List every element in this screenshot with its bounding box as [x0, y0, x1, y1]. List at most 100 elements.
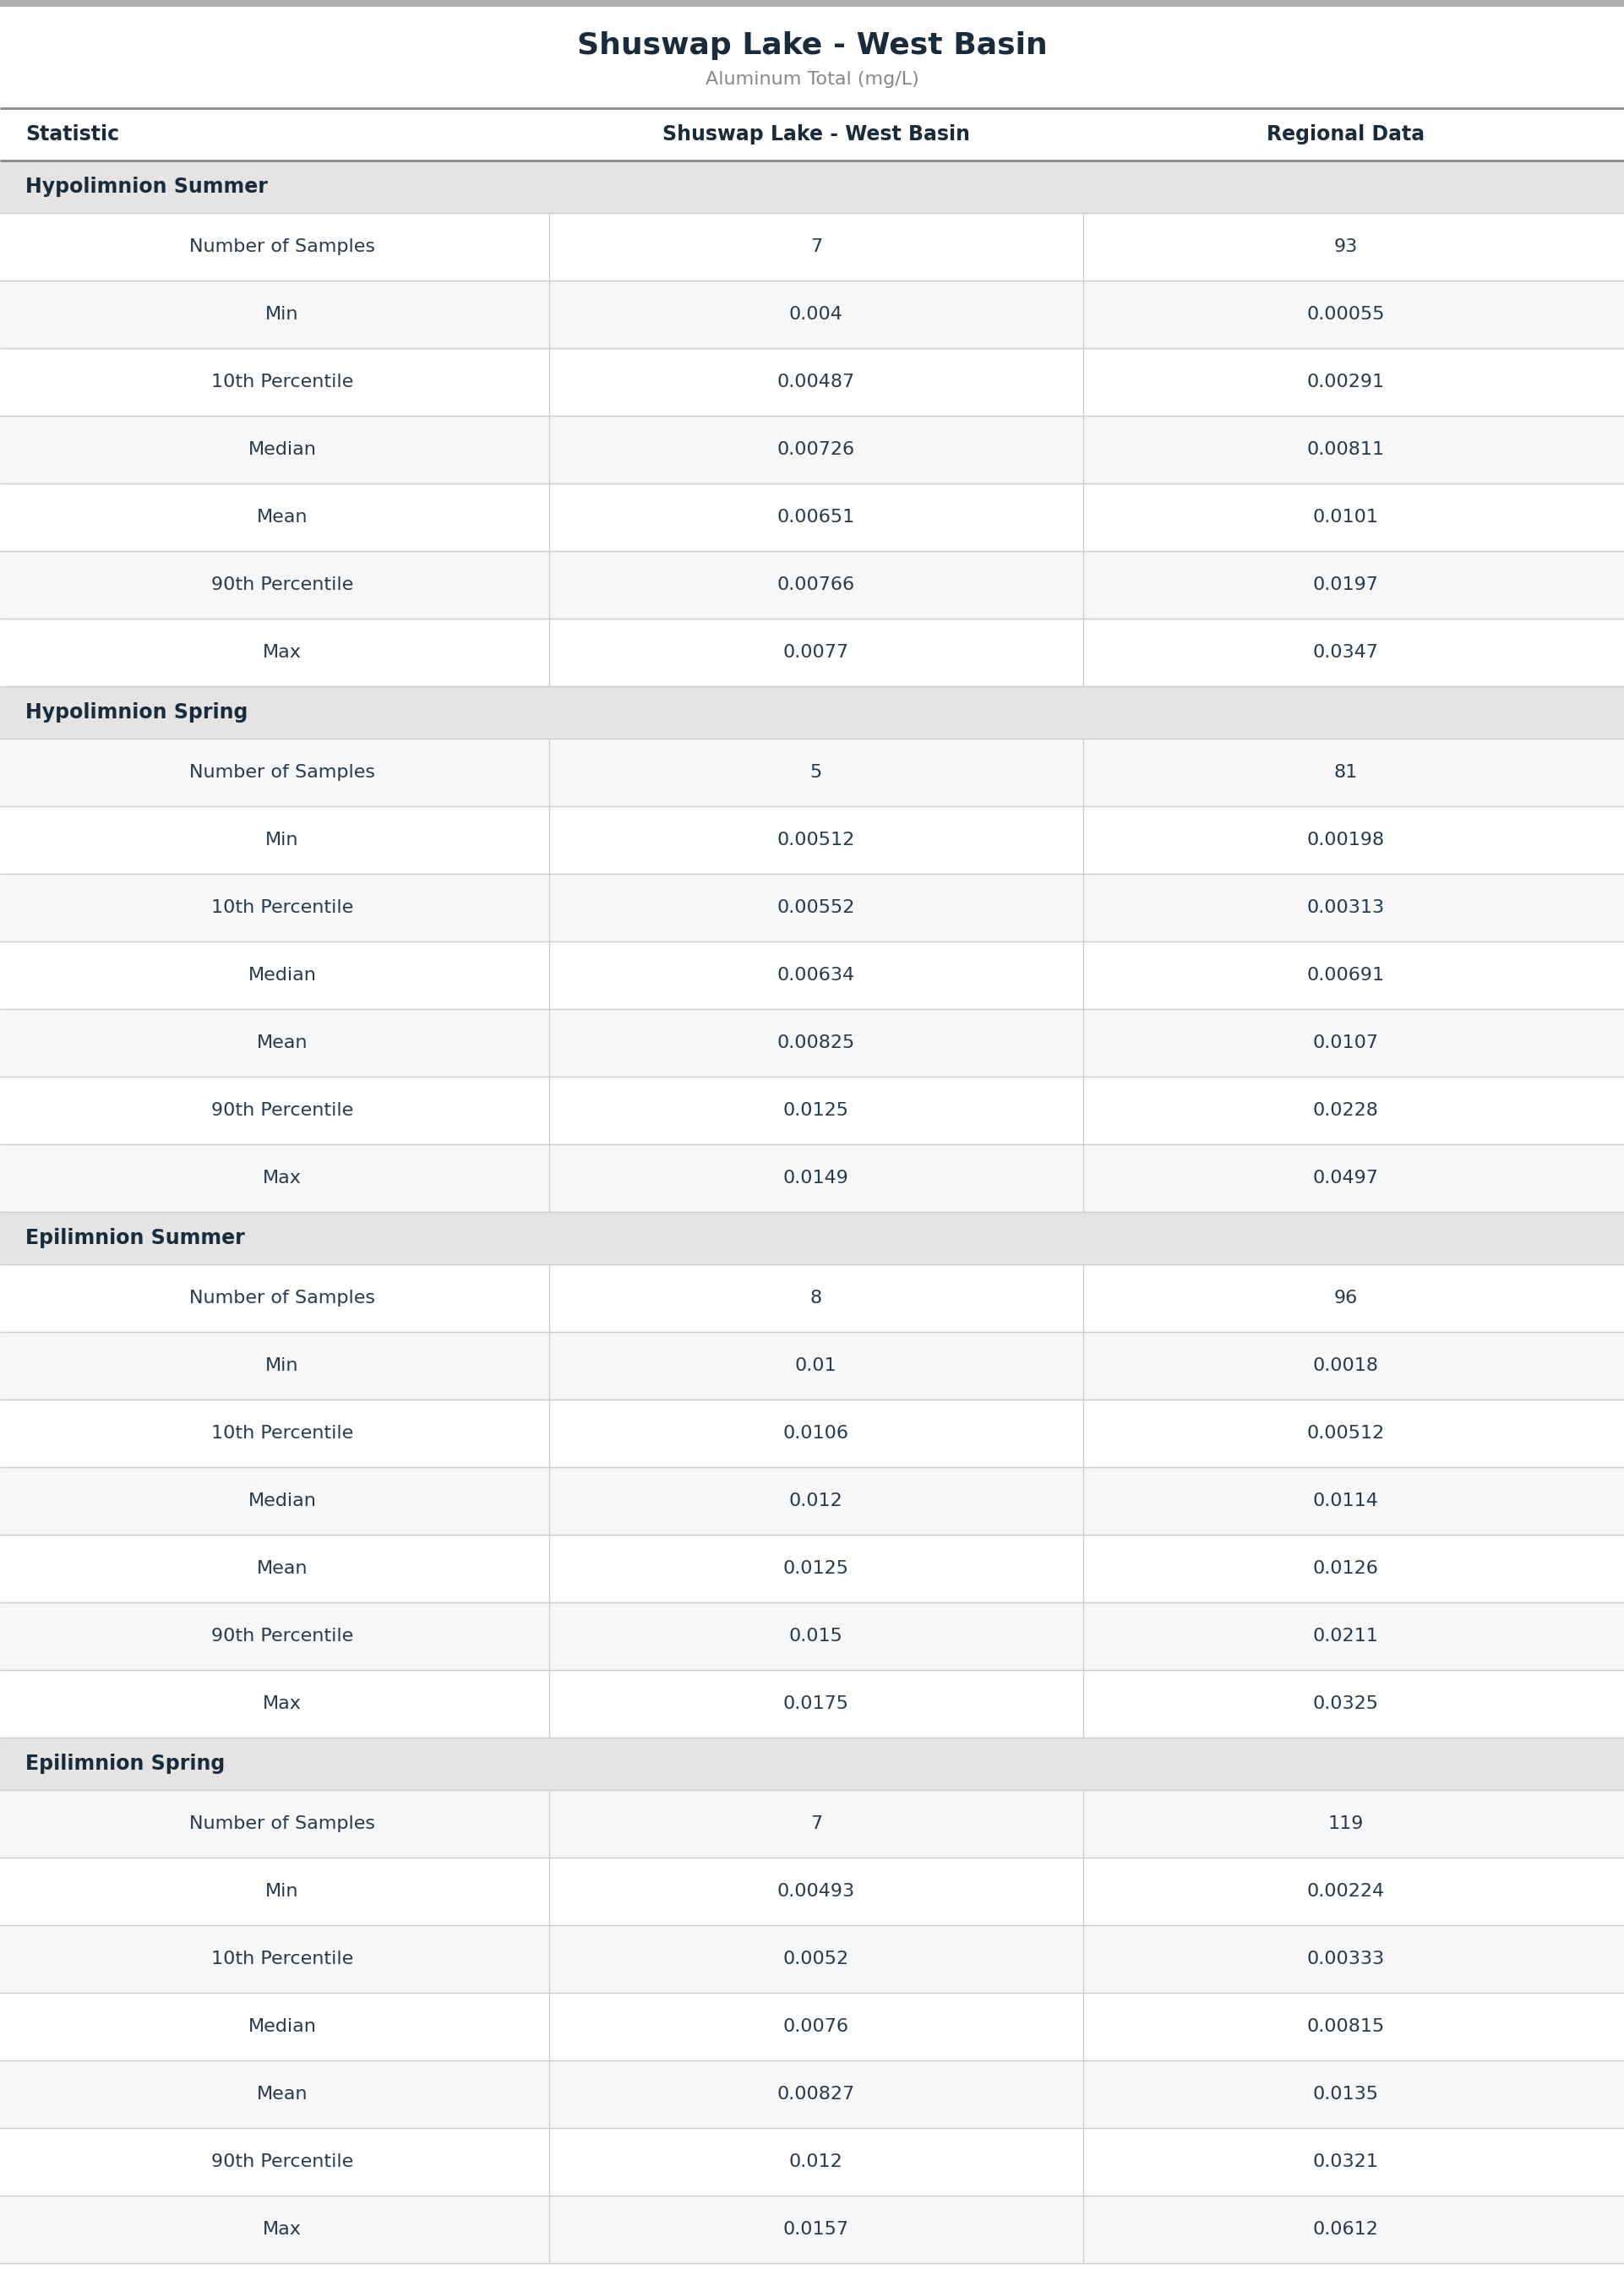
Bar	[0, 620, 1624, 686]
Text: 0.00333: 0.00333	[1307, 1950, 1385, 1968]
Bar	[0, 1925, 1624, 1993]
Text: Epilimnion Summer: Epilimnion Summer	[26, 1228, 245, 1249]
Text: 0.0018: 0.0018	[1312, 1357, 1379, 1373]
Bar	[0, 1791, 1624, 1857]
Text: 0.00651: 0.00651	[776, 508, 854, 527]
Text: Shuswap Lake - West Basin: Shuswap Lake - West Basin	[663, 125, 970, 145]
Text: Max: Max	[263, 2220, 302, 2238]
Text: 0.00198: 0.00198	[1307, 831, 1385, 849]
Text: Number of Samples: Number of Samples	[188, 238, 375, 254]
Text: 0.00634: 0.00634	[776, 967, 854, 983]
Text: Shuswap Lake - West Basin: Shuswap Lake - West Basin	[577, 32, 1047, 59]
Text: 0.0325: 0.0325	[1312, 1696, 1379, 1712]
Bar	[0, 1535, 1624, 1603]
Bar	[0, 1737, 1624, 1791]
Bar	[0, 161, 1624, 213]
Text: 5: 5	[810, 765, 822, 781]
Text: Mean: Mean	[257, 1559, 307, 1578]
Text: 0.0125: 0.0125	[783, 1101, 849, 1119]
Text: 90th Percentile: 90th Percentile	[211, 2154, 352, 2170]
Text: Mean: Mean	[257, 2086, 307, 2102]
Text: 0.015: 0.015	[789, 1628, 843, 1643]
Bar	[0, 1466, 1624, 1535]
Text: 0.0125: 0.0125	[783, 1559, 849, 1578]
Text: 0.012: 0.012	[789, 2154, 843, 2170]
Text: 0.00224: 0.00224	[1307, 1882, 1385, 1900]
Text: 0.00055: 0.00055	[1307, 306, 1385, 322]
Text: 90th Percentile: 90th Percentile	[211, 1101, 352, 1119]
Bar	[0, 942, 1624, 1010]
Bar	[0, 484, 1624, 552]
Text: 0.0149: 0.0149	[783, 1169, 849, 1187]
Text: 0.00815: 0.00815	[1307, 2018, 1385, 2036]
Text: 10th Percentile: 10th Percentile	[211, 375, 352, 390]
Text: 0.01: 0.01	[796, 1357, 836, 1373]
Text: 0.0106: 0.0106	[783, 1426, 849, 1441]
Text: Min: Min	[265, 1357, 299, 1373]
Text: 0.00726: 0.00726	[776, 440, 854, 459]
Text: 7: 7	[810, 1816, 822, 1832]
Bar	[0, 738, 1624, 806]
Text: 0.0107: 0.0107	[1312, 1035, 1379, 1051]
Text: Median: Median	[248, 2018, 317, 2036]
Text: 10th Percentile: 10th Percentile	[211, 899, 352, 917]
Bar	[0, 347, 1624, 415]
Bar	[0, 213, 1624, 281]
Text: 90th Percentile: 90th Percentile	[211, 577, 352, 592]
Text: 0.00827: 0.00827	[776, 2086, 854, 2102]
Text: Number of Samples: Number of Samples	[188, 1289, 375, 1308]
Text: 0.0052: 0.0052	[783, 1950, 849, 1968]
Bar	[0, 1144, 1624, 1212]
Text: Hypolimnion Spring: Hypolimnion Spring	[26, 701, 248, 722]
Text: Mean: Mean	[257, 508, 307, 527]
Text: 0.00552: 0.00552	[776, 899, 854, 917]
Text: 0.00487: 0.00487	[776, 375, 854, 390]
Bar	[0, 109, 1624, 161]
Text: 0.00493: 0.00493	[776, 1882, 854, 1900]
Text: 0.00291: 0.00291	[1307, 375, 1385, 390]
Text: Regional Data: Regional Data	[1267, 125, 1424, 145]
Bar	[0, 1401, 1624, 1466]
Bar	[0, 2061, 1624, 2127]
Text: 0.0114: 0.0114	[1312, 1491, 1379, 1510]
Bar	[0, 552, 1624, 620]
Text: 0.00313: 0.00313	[1307, 899, 1385, 917]
Text: 0.0228: 0.0228	[1312, 1101, 1379, 1119]
Text: Number of Samples: Number of Samples	[188, 1816, 375, 1832]
Text: Max: Max	[263, 1696, 302, 1712]
Text: Epilimnion Spring: Epilimnion Spring	[26, 1755, 226, 1773]
Text: 0.0497: 0.0497	[1312, 1169, 1379, 1187]
Bar	[0, 1264, 1624, 1332]
Text: 0.0347: 0.0347	[1312, 645, 1379, 661]
Text: Median: Median	[248, 1491, 317, 1510]
Bar	[0, 806, 1624, 874]
Text: 0.0197: 0.0197	[1312, 577, 1379, 592]
Text: 0.0157: 0.0157	[783, 2220, 849, 2238]
Text: 0.0101: 0.0101	[1312, 508, 1379, 527]
Text: 0.004: 0.004	[789, 306, 843, 322]
Text: 0.00512: 0.00512	[1307, 1426, 1385, 1441]
Bar	[0, 1857, 1624, 1925]
Text: 10th Percentile: 10th Percentile	[211, 1426, 352, 1441]
Bar	[0, 1603, 1624, 1671]
Bar	[0, 686, 1624, 738]
Text: 0.00691: 0.00691	[1307, 967, 1385, 983]
Text: Statistic: Statistic	[26, 125, 119, 145]
Text: 0.0135: 0.0135	[1312, 2086, 1379, 2102]
Bar	[0, 0, 1624, 7]
Bar	[0, 1671, 1624, 1737]
Bar	[0, 1212, 1624, 1264]
Bar	[0, 1076, 1624, 1144]
Text: 0.0211: 0.0211	[1312, 1628, 1379, 1643]
Text: 0.0076: 0.0076	[783, 2018, 849, 2036]
Text: 81: 81	[1333, 765, 1358, 781]
Text: Mean: Mean	[257, 1035, 307, 1051]
Text: 0.0612: 0.0612	[1312, 2220, 1379, 2238]
Text: 0.00825: 0.00825	[776, 1035, 854, 1051]
Bar	[0, 2127, 1624, 2195]
Text: 7: 7	[810, 238, 822, 254]
Bar	[0, 1010, 1624, 1076]
Text: Median: Median	[248, 967, 317, 983]
Text: 0.012: 0.012	[789, 1491, 843, 1510]
Text: Number of Samples: Number of Samples	[188, 765, 375, 781]
